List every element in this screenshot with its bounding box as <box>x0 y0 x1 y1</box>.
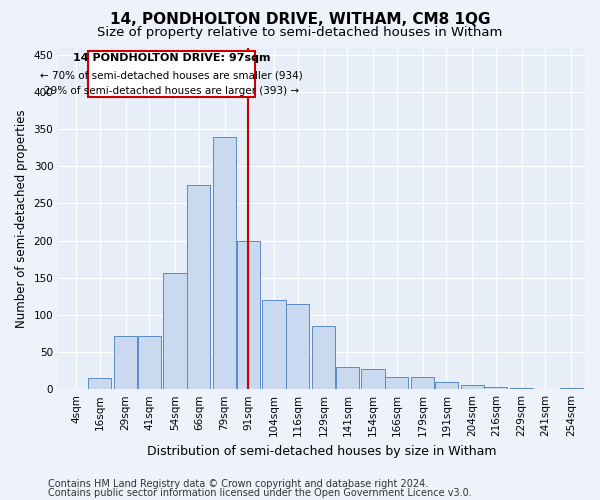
Bar <box>163 272 187 389</box>
Bar <box>461 386 484 389</box>
Bar <box>312 326 335 389</box>
X-axis label: Distribution of semi-detached houses by size in Witham: Distribution of semi-detached houses by … <box>147 444 496 458</box>
Bar <box>213 136 236 389</box>
Bar <box>510 388 533 389</box>
Text: 14, PONDHOLTON DRIVE, WITHAM, CM8 1QG: 14, PONDHOLTON DRIVE, WITHAM, CM8 1QG <box>110 12 490 28</box>
Bar <box>88 51 255 98</box>
Text: 29% of semi-detached houses are larger (393) →: 29% of semi-detached houses are larger (… <box>44 86 299 96</box>
Bar <box>336 367 359 389</box>
Y-axis label: Number of semi-detached properties: Number of semi-detached properties <box>15 109 28 328</box>
Text: 14 PONDHOLTON DRIVE: 97sqm: 14 PONDHOLTON DRIVE: 97sqm <box>73 53 271 63</box>
Text: Contains public sector information licensed under the Open Government Licence v3: Contains public sector information licen… <box>48 488 472 498</box>
Bar <box>435 382 458 389</box>
Bar <box>385 376 409 389</box>
Bar <box>560 388 583 389</box>
Bar <box>484 387 508 389</box>
Bar <box>114 336 137 389</box>
Bar <box>88 378 112 389</box>
Bar <box>137 336 161 389</box>
Bar <box>237 240 260 389</box>
Bar <box>411 376 434 389</box>
Text: Contains HM Land Registry data © Crown copyright and database right 2024.: Contains HM Land Registry data © Crown c… <box>48 479 428 489</box>
Bar <box>361 369 385 389</box>
Text: ← 70% of semi-detached houses are smaller (934): ← 70% of semi-detached houses are smalle… <box>40 71 303 81</box>
Bar <box>262 300 286 389</box>
Bar <box>187 185 211 389</box>
Bar <box>286 304 310 389</box>
Text: Size of property relative to semi-detached houses in Witham: Size of property relative to semi-detach… <box>97 26 503 39</box>
